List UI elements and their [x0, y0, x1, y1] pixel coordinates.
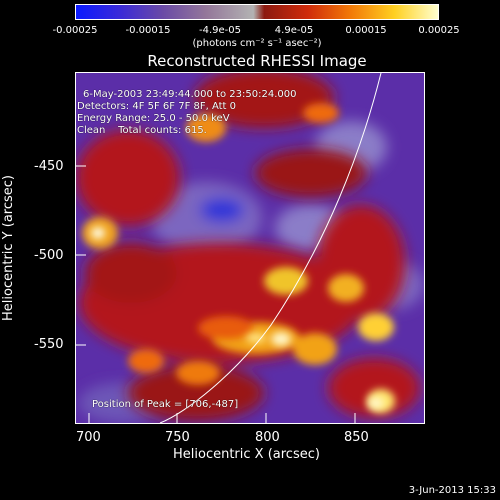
colorbar-tick-label: 4.9e-05 [274, 25, 314, 36]
plot-title: Reconstructed RHESSI Image [147, 52, 367, 70]
clean-counts-label: Clean Total counts: 615. [77, 125, 207, 136]
peak-highlights [91, 227, 384, 409]
x-axis-title: Heliocentric X (arcsec) [173, 447, 320, 462]
y-tick-label: -500 [34, 248, 64, 263]
solar-limb-line [159, 73, 382, 423]
detectors-label: Detectors: 4F 5F 6F 7F 8F, Att 0 [77, 101, 237, 112]
rhessi-image-plot [75, 72, 425, 424]
colorbar-units-label: (photons cm⁻² s⁻¹ asec⁻²) [192, 38, 322, 49]
x-tick-label: 700 [76, 430, 101, 445]
colorbar-tick-label: -0.00015 [125, 25, 171, 36]
footer-timestamp: 3-Jun-2013 15:33 [408, 485, 496, 496]
axis-tick-marks [76, 165, 356, 423]
colorbar-tick-label: 0.00025 [418, 25, 460, 36]
x-tick-label: 850 [344, 430, 369, 445]
time-range-label: 6-May-2003 23:49:44.000 to 23:50:24.000 [83, 89, 297, 100]
x-tick-label: 750 [165, 430, 190, 445]
x-tick-label: 800 [255, 430, 280, 445]
energy-range-label: Energy Range: 25.0 - 50.0 keV [77, 113, 230, 124]
y-tick-label: -450 [34, 159, 64, 174]
colorbar-tick-label: -0.00025 [52, 25, 98, 36]
y-tick-label: -550 [34, 337, 64, 352]
colorbar-tick-label: -4.9e-05 [199, 25, 241, 36]
rhessi-image-map [76, 73, 424, 423]
peak-position-label: Position of Peak = [706,-487] [92, 399, 239, 410]
colorbar-tick-label: 0.00015 [345, 25, 387, 36]
y-axis-title: Heliocentric Y (arcsec) [1, 175, 16, 321]
colorbar [75, 4, 439, 20]
